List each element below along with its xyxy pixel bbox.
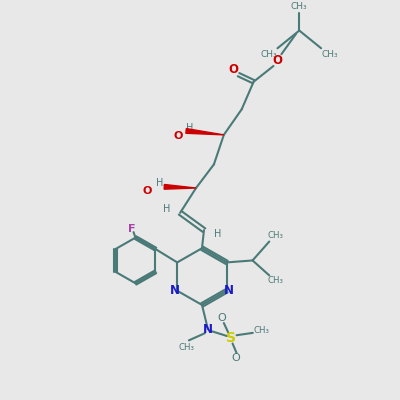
Text: CH₃: CH₃ [291, 2, 308, 11]
Text: O: O [174, 131, 183, 141]
Polygon shape [186, 128, 224, 135]
Text: H: H [214, 230, 222, 240]
Text: CH₃: CH₃ [179, 343, 195, 352]
Text: O: O [143, 186, 152, 196]
Text: F: F [128, 224, 135, 234]
Text: CH₃: CH₃ [260, 50, 277, 60]
Text: O: O [231, 354, 240, 364]
Text: CH₃: CH₃ [268, 231, 284, 240]
Polygon shape [164, 184, 196, 189]
Text: O: O [272, 54, 282, 66]
Text: CH₃: CH₃ [254, 326, 270, 335]
Text: O: O [229, 64, 239, 76]
Text: H: H [156, 178, 163, 188]
Text: N: N [170, 284, 180, 297]
Text: CH₃: CH₃ [322, 50, 339, 60]
Text: O: O [218, 312, 227, 322]
Text: N: N [224, 284, 234, 297]
Text: H: H [186, 123, 194, 133]
Text: CH₃: CH₃ [268, 276, 284, 286]
Text: H: H [162, 204, 170, 214]
Text: N: N [203, 323, 213, 336]
Text: S: S [226, 331, 236, 345]
